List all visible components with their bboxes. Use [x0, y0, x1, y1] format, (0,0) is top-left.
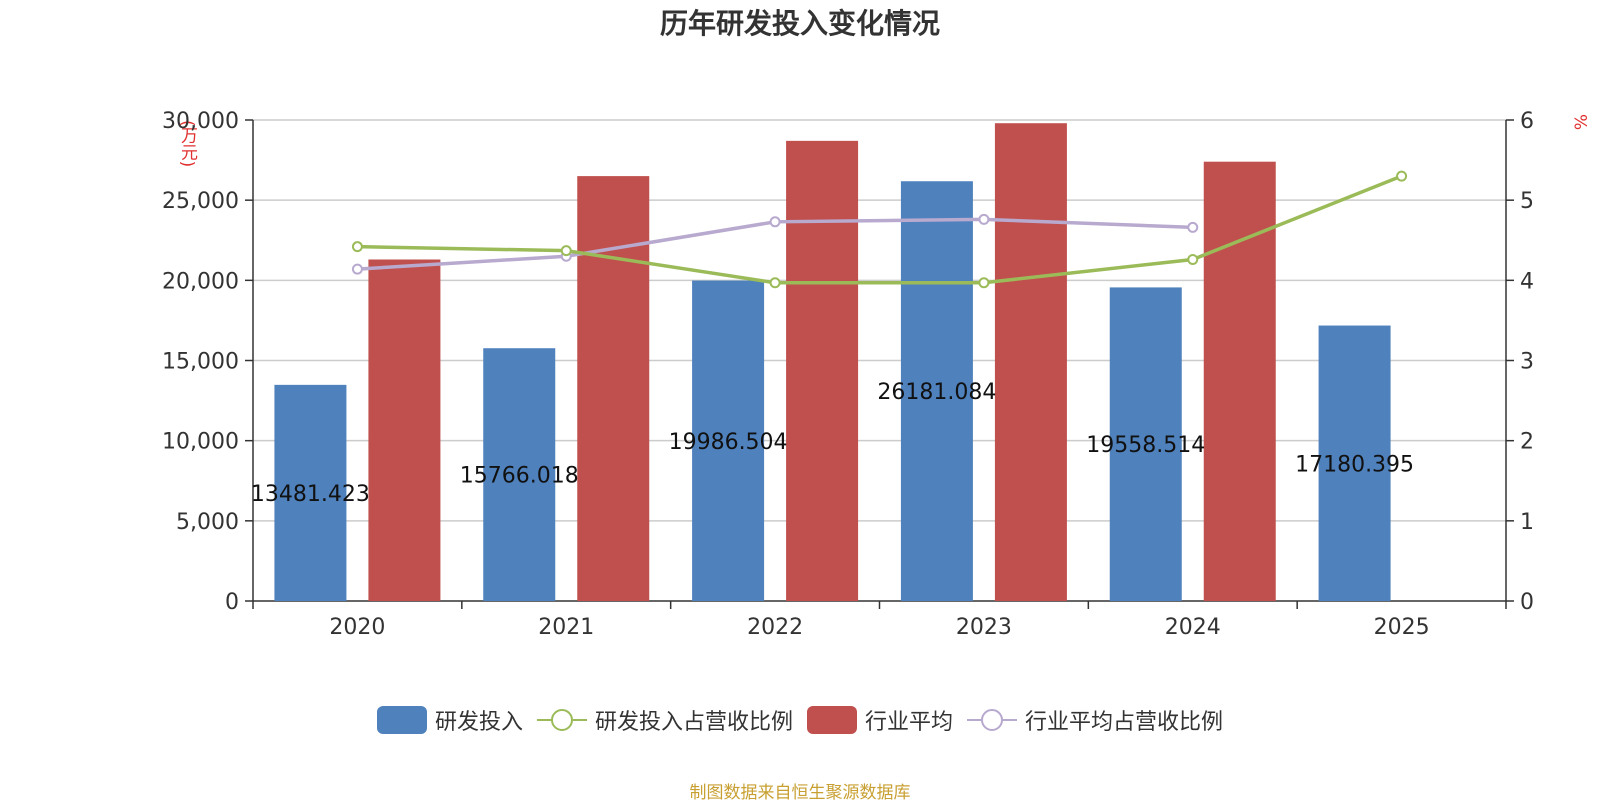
- left-axis-unit: (万元): [177, 120, 197, 168]
- legend-item-industry-ratio[interactable]: 行业平均占营收比例: [967, 704, 1223, 736]
- x-tick-label: 2024: [1165, 615, 1221, 640]
- chart-title: 历年研发投入变化情况: [659, 7, 940, 40]
- rd-ratio-point: [1396, 170, 1408, 182]
- x-tick-label: 2022: [747, 615, 803, 640]
- right-tick-label: 1: [1520, 510, 1534, 535]
- bar-industry-2023: [994, 123, 1067, 601]
- right-tick-label: 2: [1520, 430, 1534, 455]
- legend-swatch-rd-ratio: [536, 709, 587, 731]
- bar-rd-2022: [692, 280, 765, 601]
- data-label-rd: 17180.395: [1295, 452, 1414, 477]
- rd-ratio-line: [357, 174, 1403, 285]
- right-tick-label: 4: [1520, 269, 1534, 294]
- chart-canvas: 0 5,000 10,000 15,000 20,000 25,000 30,000 0 1 2 3…: [162, 109, 1534, 640]
- x-tick-label: 2023: [956, 615, 1012, 640]
- industry-ratio-point: [351, 263, 363, 275]
- bar-industry-2022: [786, 140, 859, 602]
- industry-ratio-point: [1187, 221, 1199, 233]
- legend-item-rd-ratio[interactable]: 研发投入占营收比例: [536, 704, 793, 736]
- rd-ratio-point: [769, 277, 781, 289]
- legend-swatch-industry-ratio: [967, 709, 1018, 731]
- legend-label-industry: 行业平均: [865, 710, 954, 735]
- legend-swatch-industry: [807, 706, 857, 734]
- bar-rd-2025: [1318, 325, 1391, 601]
- left-tick-label: 25,000: [162, 189, 239, 214]
- legend-swatch-rd: [376, 706, 427, 734]
- left-tick-label: 10,000: [162, 430, 239, 455]
- source-note: 制图数据来自恒生聚源数据库: [689, 783, 911, 803]
- x-tick-label: 2025: [1374, 615, 1430, 640]
- rd-ratio-point: [560, 245, 572, 257]
- legend-label-industry-ratio: 行业平均占营收比例: [1025, 710, 1224, 735]
- data-label-rd: 19558.514: [1086, 433, 1205, 458]
- right-tick-label: 6: [1520, 109, 1534, 134]
- right-tick-label: 0: [1520, 590, 1534, 615]
- bar-rd-2024: [1109, 287, 1182, 601]
- bar-industry-2024: [1203, 161, 1276, 602]
- left-tick-label: 0: [225, 590, 239, 615]
- left-tick-label: 30,000: [162, 109, 239, 134]
- data-label-rd: 26181.084: [877, 380, 996, 405]
- legend-item-industry[interactable]: 行业平均: [807, 704, 953, 736]
- industry-ratio-point: [769, 216, 781, 228]
- rd-ratio-point: [978, 277, 990, 289]
- bar-industry-2021: [577, 176, 650, 601]
- bar-rd-2020: [274, 384, 347, 601]
- legend: 研发投入 研发投入占营收比例 行业平均 行业平均占营收比例: [0, 704, 1600, 736]
- left-tick-label: 20,000: [162, 269, 239, 294]
- right-tick-label: 3: [1520, 350, 1534, 375]
- data-label-rd: 15766.018: [460, 464, 579, 489]
- rd-ratio-point: [351, 241, 363, 253]
- bar-industry-2020: [368, 259, 441, 601]
- rd-ratio-point: [1187, 253, 1199, 265]
- right-tick-label: 5: [1520, 189, 1534, 214]
- x-tick-label: 2020: [329, 615, 385, 640]
- left-tick-label: 5,000: [176, 510, 239, 535]
- data-label-rd: 19986.504: [669, 430, 788, 455]
- legend-label-rd-ratio: 研发投入占营收比例: [594, 710, 793, 735]
- legend-label-rd: 研发投入: [434, 710, 523, 735]
- left-tick-label: 15,000: [162, 350, 239, 375]
- industry-ratio-point: [978, 213, 990, 225]
- bar-rd-2021: [483, 348, 556, 601]
- bar-rd-2023: [900, 181, 973, 601]
- legend-item-rd[interactable]: 研发投入: [376, 704, 523, 736]
- data-label-rd: 13481.423: [251, 482, 370, 507]
- x-tick-label: 2021: [538, 615, 594, 640]
